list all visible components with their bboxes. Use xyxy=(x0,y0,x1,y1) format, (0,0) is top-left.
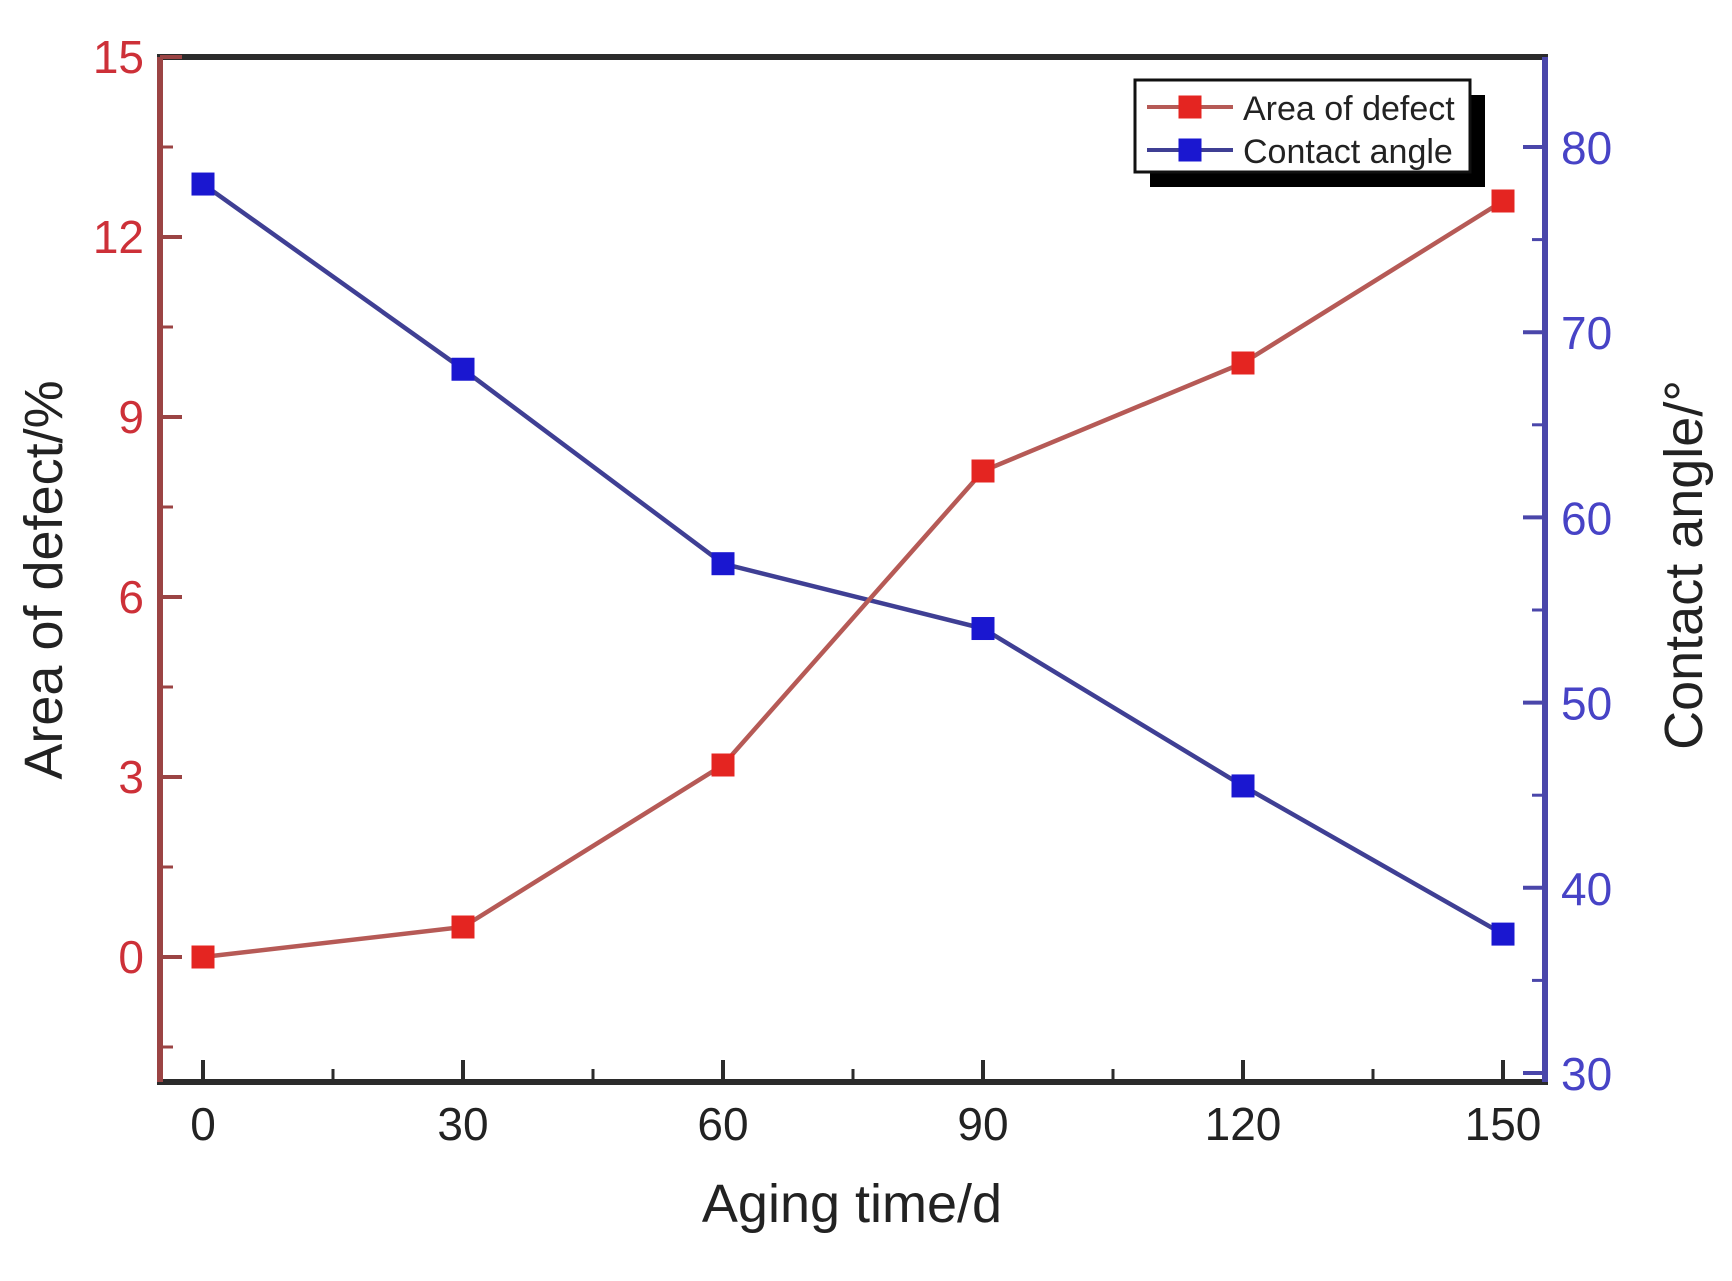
y-left-tick-label: 6 xyxy=(118,571,144,623)
series-area-of-defect-marker xyxy=(191,945,215,969)
y-left-axis-title: Area of defect/% xyxy=(14,380,74,779)
x-tick-label: 30 xyxy=(437,1098,488,1150)
y-left-tick-label: 9 xyxy=(118,391,144,443)
y-right-tick-label: 30 xyxy=(1561,1048,1612,1100)
series-area-of-defect-marker xyxy=(1231,351,1255,375)
y-right-tick-label: 50 xyxy=(1561,678,1612,730)
legend-area-of-defect-marker xyxy=(1178,95,1202,119)
legend-label-area-of-defect: Area of defect xyxy=(1243,90,1455,128)
series-area-of-defect-marker xyxy=(711,753,735,777)
series-contact-angle-line xyxy=(201,182,1505,937)
series-contact-angle-marker xyxy=(191,172,215,196)
series-area-of-defect-marker xyxy=(1491,189,1515,213)
y-left-tick-label: 12 xyxy=(93,211,144,263)
legend-label-contact-angle: Contact angle xyxy=(1243,133,1453,171)
y-left-tick-label: 3 xyxy=(118,751,144,803)
x-tick-label: 60 xyxy=(697,1098,748,1150)
series-contact-angle-marker xyxy=(1491,922,1515,946)
y-right-tick-label: 70 xyxy=(1561,307,1612,359)
series-contact-angle-marker xyxy=(711,552,735,576)
x-axis-title: Aging time/d xyxy=(702,1174,1002,1234)
x-tick-label: 150 xyxy=(1465,1098,1542,1150)
x-tick-label: 90 xyxy=(957,1098,1008,1150)
y-left-tick-label: 15 xyxy=(93,31,144,83)
y-left-tick-label: 0 xyxy=(118,931,144,983)
x-tick-label: 120 xyxy=(1205,1098,1282,1150)
series-contact-angle-marker xyxy=(1231,774,1255,798)
series-area-of-defect-line xyxy=(202,199,1505,960)
legend-contact-angle-marker xyxy=(1178,138,1202,162)
y-right-tick-label: 80 xyxy=(1561,122,1612,174)
series-contact-angle-marker xyxy=(451,357,475,381)
x-tick-label: 0 xyxy=(190,1098,216,1150)
y-right-tick-label: 60 xyxy=(1561,492,1612,544)
y-right-tick-label: 40 xyxy=(1561,863,1612,915)
series-area-of-defect-marker xyxy=(971,459,995,483)
series-contact-angle-marker xyxy=(971,617,995,641)
y-right-axis-title: Contact angle/° xyxy=(1654,380,1714,750)
series-area-of-defect-marker xyxy=(451,915,475,939)
